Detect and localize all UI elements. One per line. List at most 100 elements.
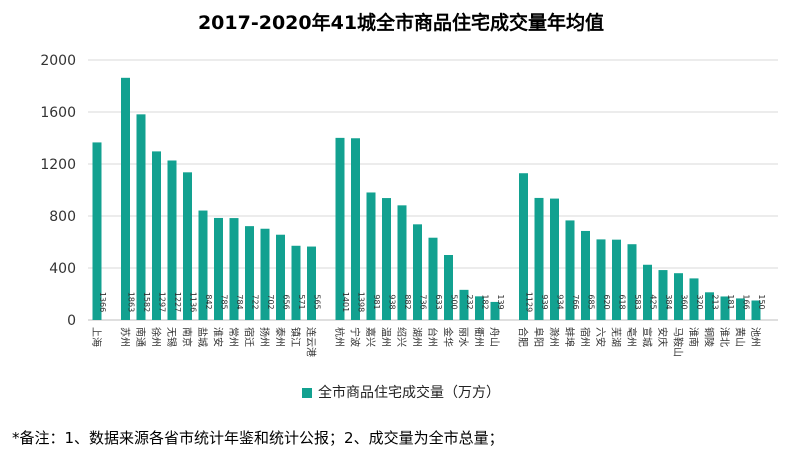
category-label: 扬州	[258, 327, 271, 347]
category-label: 宿迁	[243, 327, 256, 347]
value-label: 618	[618, 294, 627, 309]
category-label: 滁州	[548, 327, 561, 347]
legend: 全市商品住宅成交量（万方）	[0, 382, 802, 402]
category-labels: 上海 苏州 南通 徐州 无锡 南京 盐城 淮安 常州 宿迁 扬州 泰州 镇江 连云港 杭州 宁波 嘉兴 温州 绍兴湖…	[90, 327, 762, 357]
y-tick-label: 400	[49, 261, 76, 277]
bar	[229, 218, 239, 320]
bar	[291, 245, 301, 320]
category-label: 无锡	[165, 327, 178, 347]
value-label: 1863	[127, 292, 136, 312]
category-label: 盐城	[196, 327, 209, 347]
value-label: 181	[726, 294, 735, 309]
category-label: 温州	[380, 327, 392, 347]
value-label: 736	[419, 294, 428, 309]
y-tick-label: 1200	[40, 157, 76, 173]
footnote: *备注：1、数据来源各省市统计年鉴和统计公报；2、成交量为全市总量；	[12, 429, 504, 447]
bar	[643, 264, 652, 320]
bar	[382, 198, 391, 320]
bar	[397, 205, 407, 320]
category-label: 淮北	[718, 327, 730, 347]
chart-title: 2017-2020年41城全市商品住宅成交量年均值	[197, 12, 605, 34]
category-label: 嘉兴	[364, 327, 377, 347]
value-label: 1227	[173, 292, 182, 312]
category-label: 上海	[90, 327, 103, 347]
legend-swatch	[302, 388, 312, 398]
category-label: 宣城	[641, 327, 654, 347]
bar	[565, 220, 575, 320]
value-label: 1366	[98, 292, 107, 312]
category-label: 蚌埠	[563, 327, 576, 347]
category-label: 淮南	[687, 327, 700, 347]
bar	[152, 151, 161, 320]
bar	[550, 198, 559, 320]
value-label: 384	[664, 294, 673, 309]
bar	[658, 270, 668, 320]
bar	[596, 239, 606, 320]
y-tick-label: 1600	[40, 105, 76, 121]
value-label: 702	[266, 294, 275, 309]
value-label: 620	[602, 294, 611, 309]
bar	[276, 234, 285, 320]
category-label: 杭州	[333, 327, 346, 347]
bar	[121, 77, 130, 320]
category-label: 宁波	[349, 327, 362, 347]
y-tick-label: 0	[67, 313, 76, 329]
value-label: 1401	[341, 292, 350, 312]
value-label: 842	[204, 294, 213, 309]
value-label: 939	[540, 294, 549, 309]
bar	[260, 228, 270, 320]
category-label: 南京	[181, 327, 194, 347]
value-label: 685	[587, 294, 596, 309]
category-label: 芜湖	[610, 327, 623, 347]
bar	[351, 138, 360, 320]
value-label: 785	[220, 294, 229, 309]
value-label: 182	[481, 294, 490, 309]
category-label: 黄山	[734, 327, 747, 347]
category-label: 宿州	[579, 327, 592, 347]
category-label: 合肥	[517, 327, 530, 347]
bar	[736, 298, 745, 320]
category-label: 衢州	[473, 327, 485, 347]
bar	[612, 239, 621, 320]
value-label: 1136	[189, 292, 198, 312]
bar	[307, 246, 316, 320]
bar	[136, 114, 146, 320]
category-label: 铜陵	[703, 327, 715, 347]
category-label: 舟山	[488, 327, 501, 347]
category-label: 亳州	[625, 327, 638, 347]
bar	[534, 197, 544, 320]
bar	[214, 217, 223, 320]
y-tick-label: 800	[49, 209, 76, 225]
category-label: 阜阳	[532, 327, 545, 347]
category-label: 常州	[227, 327, 240, 347]
value-label: 320	[695, 294, 704, 309]
category-label: 台州	[426, 327, 439, 347]
value-labels: 1366 1863 1582 1297 1227 1136 842 785 784 722 702 6…	[98, 292, 766, 312]
bar	[720, 296, 730, 320]
bar	[674, 273, 683, 320]
bar	[183, 172, 192, 320]
category-label: 南通	[134, 327, 147, 347]
category-label: 连云港	[305, 327, 318, 357]
bar	[428, 237, 438, 320]
bar	[459, 289, 469, 320]
value-label: 784	[235, 294, 244, 309]
value-label: 213	[711, 294, 720, 309]
value-label: 425	[649, 294, 658, 309]
value-label: 766	[571, 294, 580, 309]
bar	[198, 210, 208, 320]
value-label: 139	[496, 294, 505, 309]
value-label: 633	[434, 294, 443, 309]
value-label: 1297	[158, 292, 167, 312]
value-label: 981	[372, 294, 381, 309]
y-axis: 0 400 800 1200 1600 2000	[40, 53, 76, 329]
legend-label: 全市商品住宅成交量（万方）	[318, 385, 500, 401]
category-label: 绍兴	[395, 327, 408, 347]
category-label: 马鞍山	[672, 327, 685, 357]
category-label: 金华	[442, 327, 455, 347]
category-label: 湖州	[411, 327, 423, 347]
value-label: 1398	[357, 292, 366, 312]
bar	[92, 142, 102, 320]
value-label: 934	[556, 294, 565, 309]
bar	[444, 255, 453, 320]
